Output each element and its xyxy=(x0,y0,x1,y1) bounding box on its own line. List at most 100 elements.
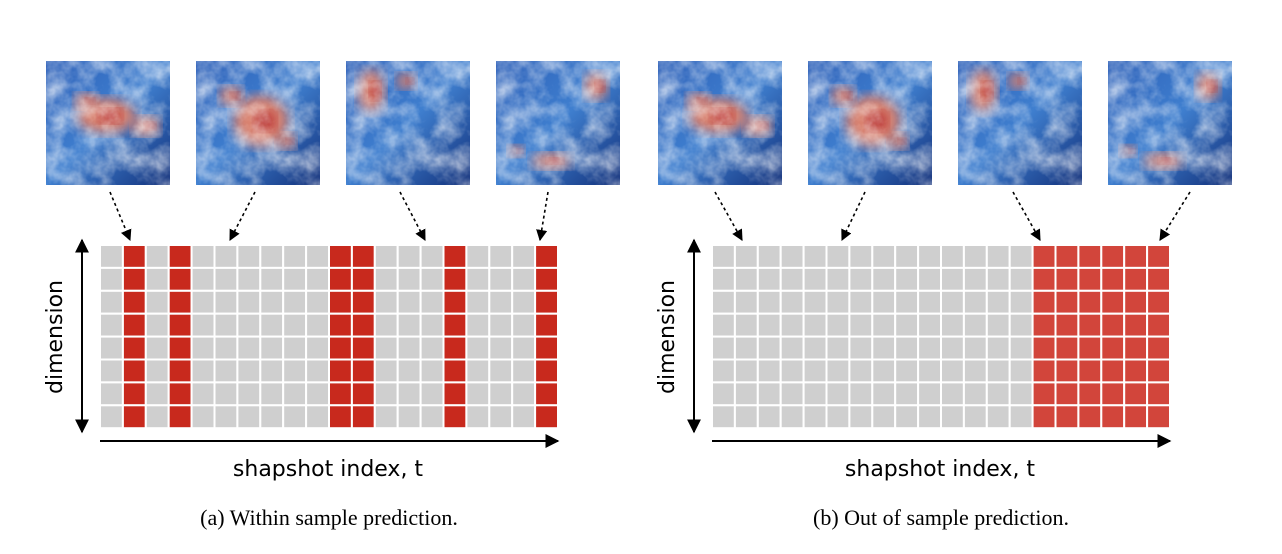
grid-cell xyxy=(511,289,537,315)
grid-cell xyxy=(848,312,874,338)
grid-cell xyxy=(534,381,559,407)
grid-cell xyxy=(144,312,170,338)
grid-cell xyxy=(534,358,559,384)
grid-cell xyxy=(350,289,376,315)
grid-cell xyxy=(962,381,988,407)
grid-cell xyxy=(144,358,170,384)
grid-cell xyxy=(236,381,262,407)
grid-cell xyxy=(305,266,331,292)
grid-cell xyxy=(465,289,491,315)
grid-cell xyxy=(917,381,942,407)
grid-cell xyxy=(373,266,399,292)
caption: (b) Out of sample prediction. xyxy=(813,505,1069,530)
grid-cell xyxy=(756,266,782,292)
grid-cell xyxy=(121,404,147,430)
grid-cell xyxy=(802,381,828,407)
grid-cell xyxy=(511,358,537,384)
grid-cell xyxy=(825,358,851,384)
dashed-arrow xyxy=(1159,191,1191,241)
grid-cell xyxy=(511,404,537,430)
grid-cell xyxy=(282,289,308,315)
grid-cell xyxy=(236,312,262,338)
grid-cell xyxy=(213,335,239,361)
grid-cell xyxy=(1031,289,1057,315)
image-texture xyxy=(658,61,782,185)
grid-cell xyxy=(779,244,805,269)
image-texture xyxy=(46,61,170,185)
grid-cell xyxy=(894,381,920,407)
grid-cell xyxy=(190,404,216,430)
grid-cell xyxy=(121,312,147,338)
grid-cell xyxy=(511,381,537,407)
grid-cell xyxy=(121,358,147,384)
grid-cell xyxy=(419,358,445,384)
grid-cell xyxy=(962,358,988,384)
grid-cell xyxy=(442,312,468,338)
grid-cell xyxy=(167,266,193,292)
grid-cell xyxy=(1054,266,1080,292)
grid-cell xyxy=(236,335,262,361)
grid-cell xyxy=(1077,381,1103,407)
grid-cell xyxy=(1123,381,1149,407)
grid-cell xyxy=(1031,335,1057,361)
grid-cell xyxy=(1031,312,1057,338)
grid-cell xyxy=(144,266,170,292)
grid-cell xyxy=(328,289,353,315)
grid-cell xyxy=(99,266,124,292)
grid-cell xyxy=(1008,289,1034,315)
grid-cell xyxy=(282,312,308,338)
grid-cell xyxy=(167,404,193,430)
grid-cell xyxy=(1031,358,1057,384)
grid-cell xyxy=(1008,244,1034,269)
grid-cell xyxy=(373,312,399,338)
grid-cell xyxy=(940,244,965,269)
grid-cell xyxy=(305,289,331,315)
grid-cell xyxy=(1077,266,1103,292)
grid-cell xyxy=(419,335,445,361)
image-content xyxy=(346,61,470,185)
image-content xyxy=(46,61,170,185)
grid-cell xyxy=(1054,289,1080,315)
grid-cell xyxy=(825,312,851,338)
grid-cell xyxy=(848,289,874,315)
grid-cell xyxy=(305,335,331,361)
grid-cell xyxy=(236,404,262,430)
grid-cell xyxy=(328,335,353,361)
image-content xyxy=(1108,61,1232,185)
grid-cell xyxy=(99,358,124,384)
grid-cell xyxy=(802,289,828,315)
grid-cell xyxy=(1146,358,1171,384)
grid-cell xyxy=(259,404,285,430)
grid-cell xyxy=(328,381,353,407)
grid-cell xyxy=(756,404,782,430)
grid-cell xyxy=(802,244,828,269)
grid-cell xyxy=(985,312,1011,338)
grid-cell xyxy=(756,244,782,269)
grid-cell xyxy=(465,404,491,430)
grid-cell xyxy=(1146,381,1171,407)
grid-cell xyxy=(1146,289,1171,315)
grid-cell xyxy=(940,404,965,430)
grid-cell xyxy=(711,404,736,430)
grid-cell xyxy=(488,266,514,292)
image-content xyxy=(658,61,782,185)
grid-cell xyxy=(917,289,942,315)
grid-cell xyxy=(442,404,468,430)
grid-cell xyxy=(962,404,988,430)
x-axis-label: shapshot index, t xyxy=(233,457,424,482)
grid-cell xyxy=(282,244,308,269)
grid-cell xyxy=(167,335,193,361)
grid-cell xyxy=(328,312,353,338)
image-content xyxy=(496,61,620,185)
grid-cell xyxy=(848,358,874,384)
grid-cell xyxy=(121,244,147,269)
grid-cell xyxy=(1031,381,1057,407)
grid-cell xyxy=(190,381,216,407)
grid-cell xyxy=(962,266,988,292)
grid-cell xyxy=(894,289,920,315)
grid-cell xyxy=(711,266,736,292)
image-content xyxy=(808,61,932,185)
grid-cell xyxy=(213,312,239,338)
image-texture xyxy=(496,61,620,185)
grid-cell xyxy=(940,335,965,361)
